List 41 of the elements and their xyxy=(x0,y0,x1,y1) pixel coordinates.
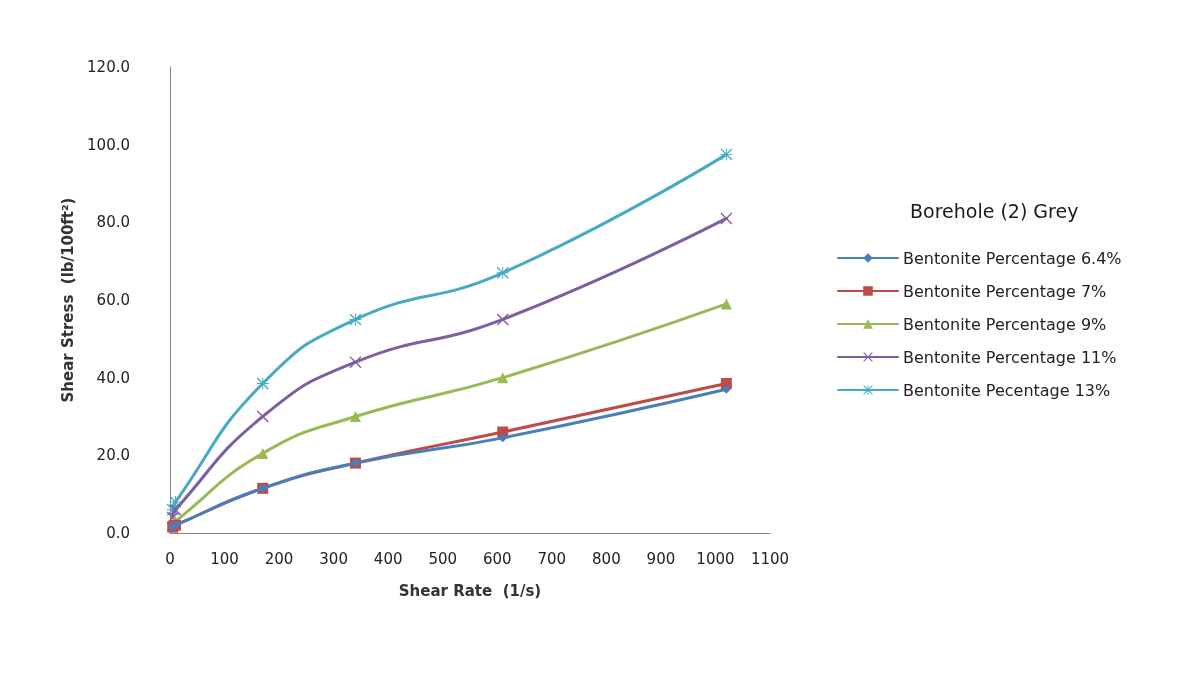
y-axis-title: Shear Stress (lb/100ft²) xyxy=(58,197,77,403)
point xyxy=(720,212,733,225)
point xyxy=(721,384,731,394)
point xyxy=(349,313,362,326)
x-tick-label: 0 xyxy=(165,549,175,568)
x-tick-label: 500 xyxy=(428,549,458,568)
x-tick-label: 1100 xyxy=(750,549,790,568)
x-axis-title: Shear Rate (1/s) xyxy=(398,581,542,600)
legend-label: Bentonite Percentage 9% xyxy=(903,314,1107,334)
y-tick-label: 0.0 xyxy=(106,524,130,542)
point xyxy=(256,410,269,423)
point xyxy=(497,372,509,384)
point xyxy=(256,377,269,390)
x-tick-label: 200 xyxy=(264,549,294,568)
y-tick-label: 80.0 xyxy=(96,213,130,232)
point xyxy=(720,298,732,310)
point xyxy=(349,411,361,422)
y-tick-label: 100.0 xyxy=(87,135,130,154)
point xyxy=(496,266,509,279)
x-tick-label: 300 xyxy=(319,549,348,568)
x-tick-label: 800 xyxy=(592,549,621,568)
legend-label: Bentonite Percentage 6.4% xyxy=(903,248,1122,268)
point xyxy=(720,148,733,161)
legend-title: Borehole (2) Grey xyxy=(910,199,1079,222)
y-tick-label: 60.0 xyxy=(96,291,130,309)
point xyxy=(498,433,508,443)
x-tick-label: 400 xyxy=(373,549,403,568)
point xyxy=(257,447,269,459)
legend-label: Bentonite Percentage 11% xyxy=(903,347,1117,367)
x-tick-label: 900 xyxy=(646,549,676,568)
y-tick-label: 120.0 xyxy=(87,58,130,76)
legend-label: Bentonite Percentage 7% xyxy=(903,281,1107,301)
point xyxy=(349,356,362,369)
point xyxy=(496,313,509,326)
x-tick-label: 700 xyxy=(537,549,567,568)
y-tick-label: 40.0 xyxy=(96,368,130,387)
legend-label: Bentonite Pecentage 13% xyxy=(903,380,1111,400)
x-tick-label: 600 xyxy=(482,549,512,568)
x-tick-label: 100 xyxy=(210,549,239,568)
y-tick-label: 20.0 xyxy=(96,446,130,465)
x-tick-label: 1000 xyxy=(696,549,735,568)
